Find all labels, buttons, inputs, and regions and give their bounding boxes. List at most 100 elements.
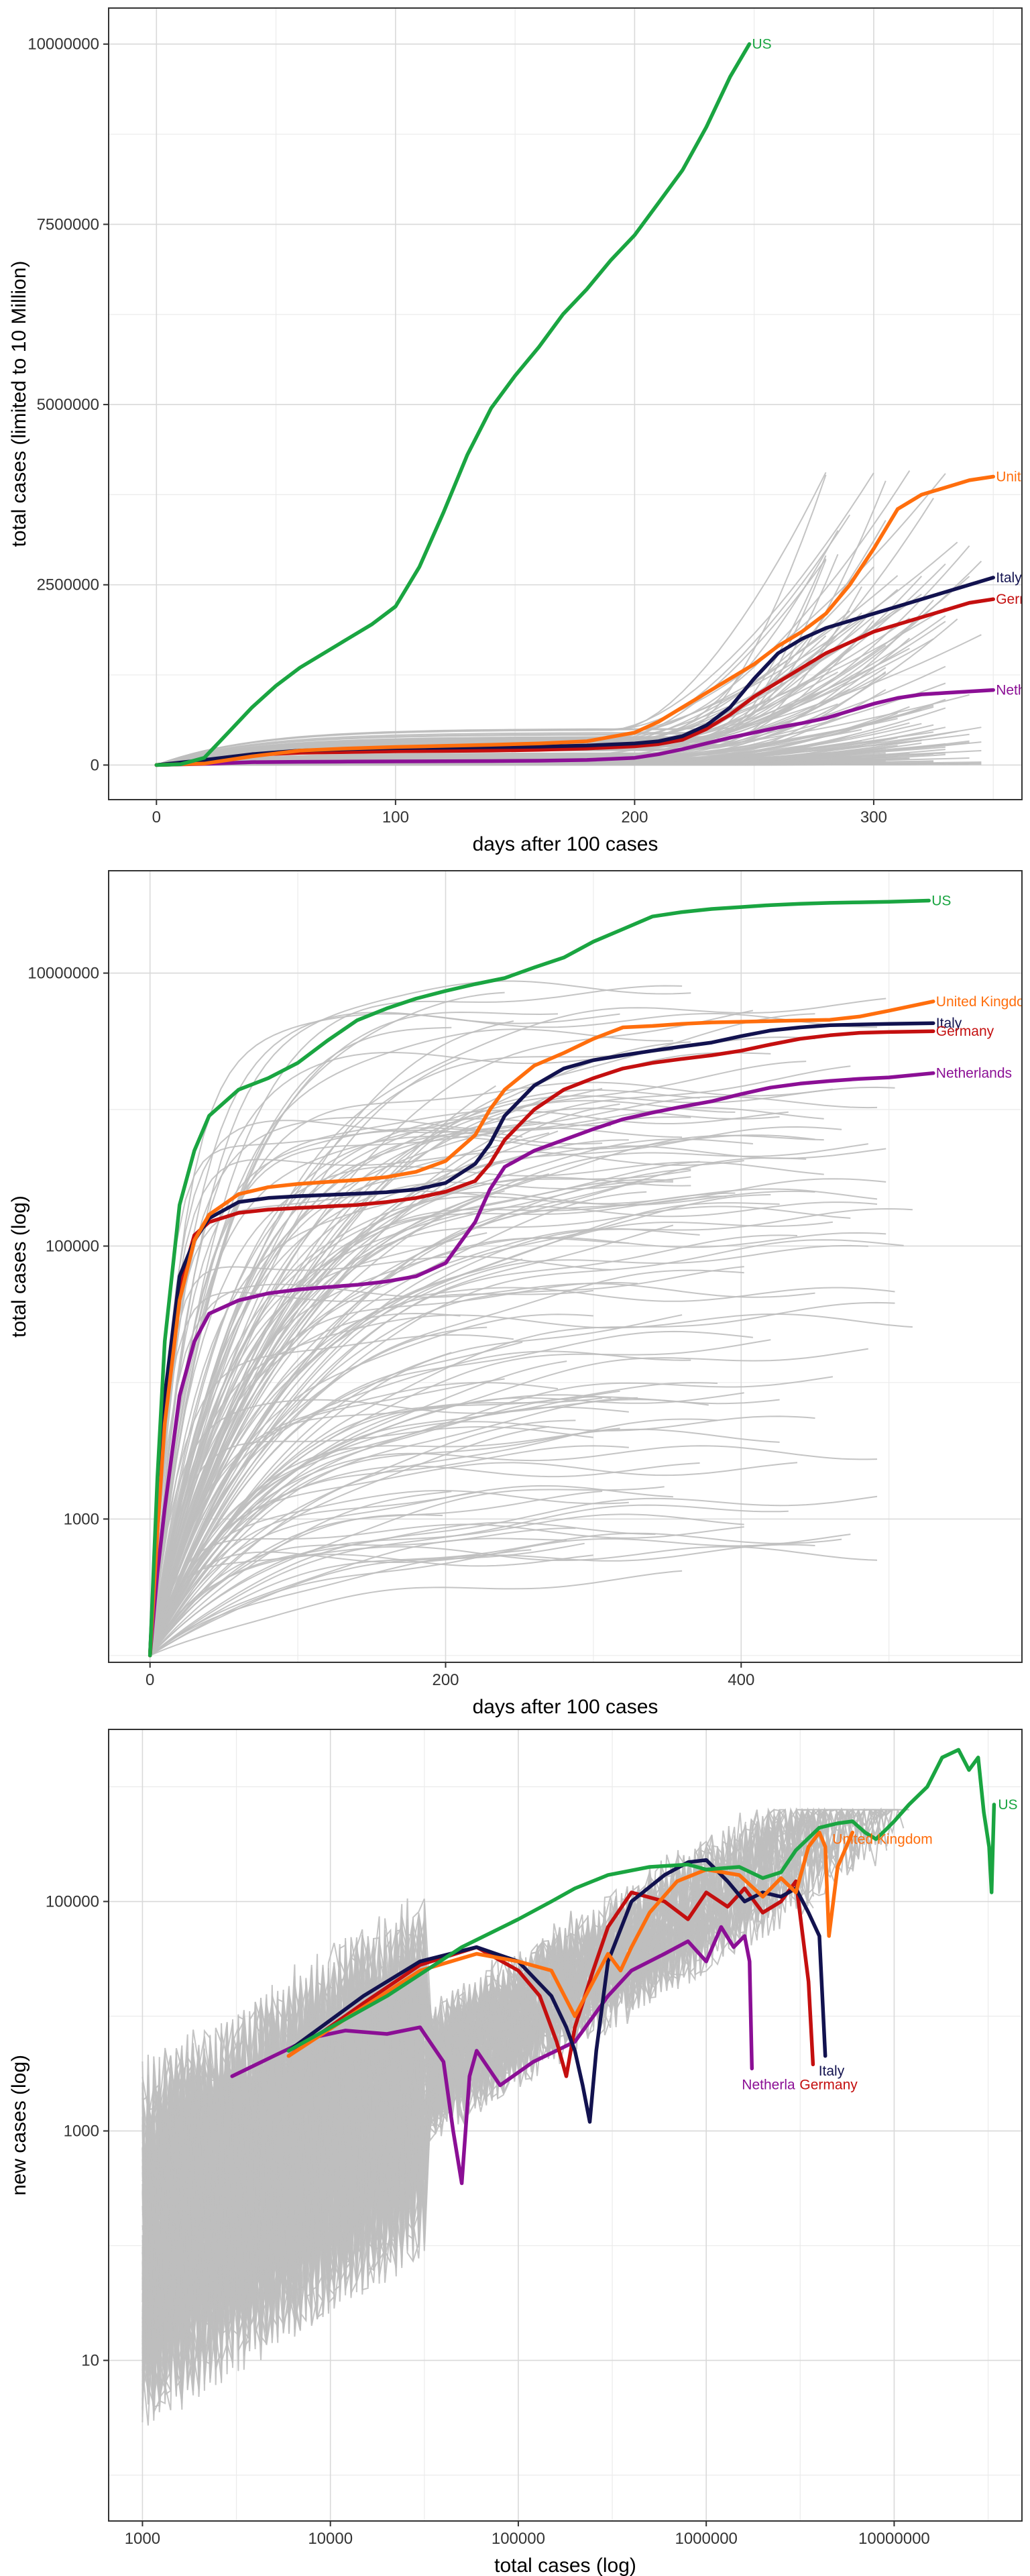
panel-border (108, 7, 1023, 800)
series-line-netherlands (154, 688, 995, 767)
background-country-line (149, 1491, 479, 1656)
y-tick-label: 100000 (46, 1238, 99, 1256)
series-label-netherlands: Netherla (742, 2078, 795, 2093)
background-country-line (150, 1532, 842, 1656)
series-line-us (286, 1748, 996, 2053)
background-country-line (149, 1208, 913, 1656)
background-country-line (149, 1086, 895, 1656)
panel-border (108, 1729, 1023, 2522)
x-tick-label: 400 (728, 1671, 754, 1689)
series-line-netherlands (230, 1925, 754, 2186)
x-tick-label: 100000 (492, 2530, 545, 2548)
background-country-line (149, 1190, 505, 1656)
background-country-line (149, 998, 886, 1656)
background-country-line (150, 1495, 878, 1656)
y-axis-title: total cases (log) (8, 1195, 30, 1338)
background-country-line (149, 1159, 505, 1656)
panel-border (108, 870, 1023, 1663)
y-tick-label: 0 (91, 756, 99, 774)
background-country-line (149, 1376, 834, 1656)
plot-background (109, 871, 1022, 1662)
y-tick-label: 1000 (64, 2123, 99, 2141)
background-country-line (149, 1191, 647, 1656)
background-country-line (149, 1428, 780, 1656)
panel-total-cases-linear: US United Italy Germa Nether 0 100 200 300 0 25000… (8, 7, 1030, 855)
background-country-line (149, 1221, 834, 1656)
y-tick-label: 2500000 (37, 576, 99, 594)
background-country-line (149, 1256, 612, 1656)
background-country-line (149, 1313, 593, 1656)
background-country-line (149, 1301, 895, 1656)
background-country-line (149, 1065, 851, 1656)
background-country-line (149, 1348, 868, 1656)
background-country-line (149, 1269, 744, 1656)
background-country-line (149, 1287, 895, 1656)
axes: 0 100 200 300 0 2500000 5000000 7500000 10000000… (8, 36, 887, 855)
background-country-line (149, 1049, 673, 1656)
background-country-line (149, 1011, 559, 1656)
background-country-line (156, 761, 850, 766)
background-country-line (149, 1546, 878, 1656)
series-line-us (154, 42, 752, 767)
background-country-line (149, 1150, 744, 1656)
y-tick-label: 100000 (46, 1893, 99, 1911)
axes: 1000 10000 100000 1000000 10000000 10 1000 1000… (8, 1893, 930, 2576)
background-country-line (141, 1827, 814, 2353)
series-label-us: US (752, 37, 772, 52)
background-country-line (149, 1190, 815, 1656)
x-tick-label: 0 (146, 1671, 154, 1689)
series-label-italy: Italy (819, 2063, 845, 2079)
x-tick-label: 1000 (125, 2530, 160, 2548)
background-country-line (149, 1514, 443, 1656)
y-tick-label: 10 (81, 2352, 99, 2370)
x-axis-title: total cases (log) (494, 2555, 636, 2576)
background-country-line (149, 1392, 744, 1656)
background-country-line (149, 1428, 620, 1656)
x-axis-title: days after 100 cases (473, 833, 659, 855)
background-country-line (149, 1010, 754, 1656)
background-country-line (149, 1382, 559, 1656)
background-country-line (149, 1415, 815, 1656)
background-country-line (149, 1099, 736, 1656)
background-country-line (149, 1179, 673, 1656)
highlighted-series (154, 42, 995, 767)
series-labels: US United Italy Germa Nether (752, 37, 1030, 698)
x-tick-label: 10000 (308, 2530, 353, 2548)
background-country-line (149, 1289, 594, 1656)
series-label-italy: Italy (936, 1016, 962, 1031)
background-country-line (149, 1445, 878, 1656)
background-country-line (149, 1201, 878, 1656)
series-label-united-kingdom: United Kingdom (936, 994, 1030, 1010)
x-tick-label: 100 (382, 808, 409, 826)
y-axis-title: total cases (limited to 10 Million) (8, 261, 30, 547)
background-country-line (149, 1312, 461, 1656)
x-tick-label: 10000000 (858, 2530, 930, 2548)
background-country-line (149, 1061, 807, 1656)
series-label-germany: Germany (799, 2077, 858, 2092)
background-country-line (149, 1087, 603, 1656)
background-country-line (150, 1538, 567, 1656)
series-line-germany (148, 1029, 935, 1658)
series-label-united-kingdom: United (996, 470, 1030, 485)
background-country-lines (149, 980, 913, 1656)
series-line-united-kingdom (148, 1000, 935, 1658)
x-tick-label: 0 (152, 808, 161, 826)
background-country-line (149, 1339, 771, 1656)
background-country-line (149, 1314, 683, 1656)
x-tick-label: 1000000 (675, 2530, 737, 2548)
background-country-line (149, 1313, 913, 1656)
y-tick-label: 7500000 (37, 215, 99, 233)
background-country-line (149, 1161, 824, 1656)
y-tick-label: 10000000 (27, 36, 99, 54)
background-country-line (149, 1013, 815, 1656)
background-country-line (149, 1244, 868, 1656)
series-label-us: US (931, 894, 951, 909)
background-country-line (149, 1013, 878, 1656)
series-label-germany: Germany (936, 1024, 994, 1039)
background-country-line (149, 1134, 815, 1656)
background-country-lines (141, 1807, 909, 2426)
